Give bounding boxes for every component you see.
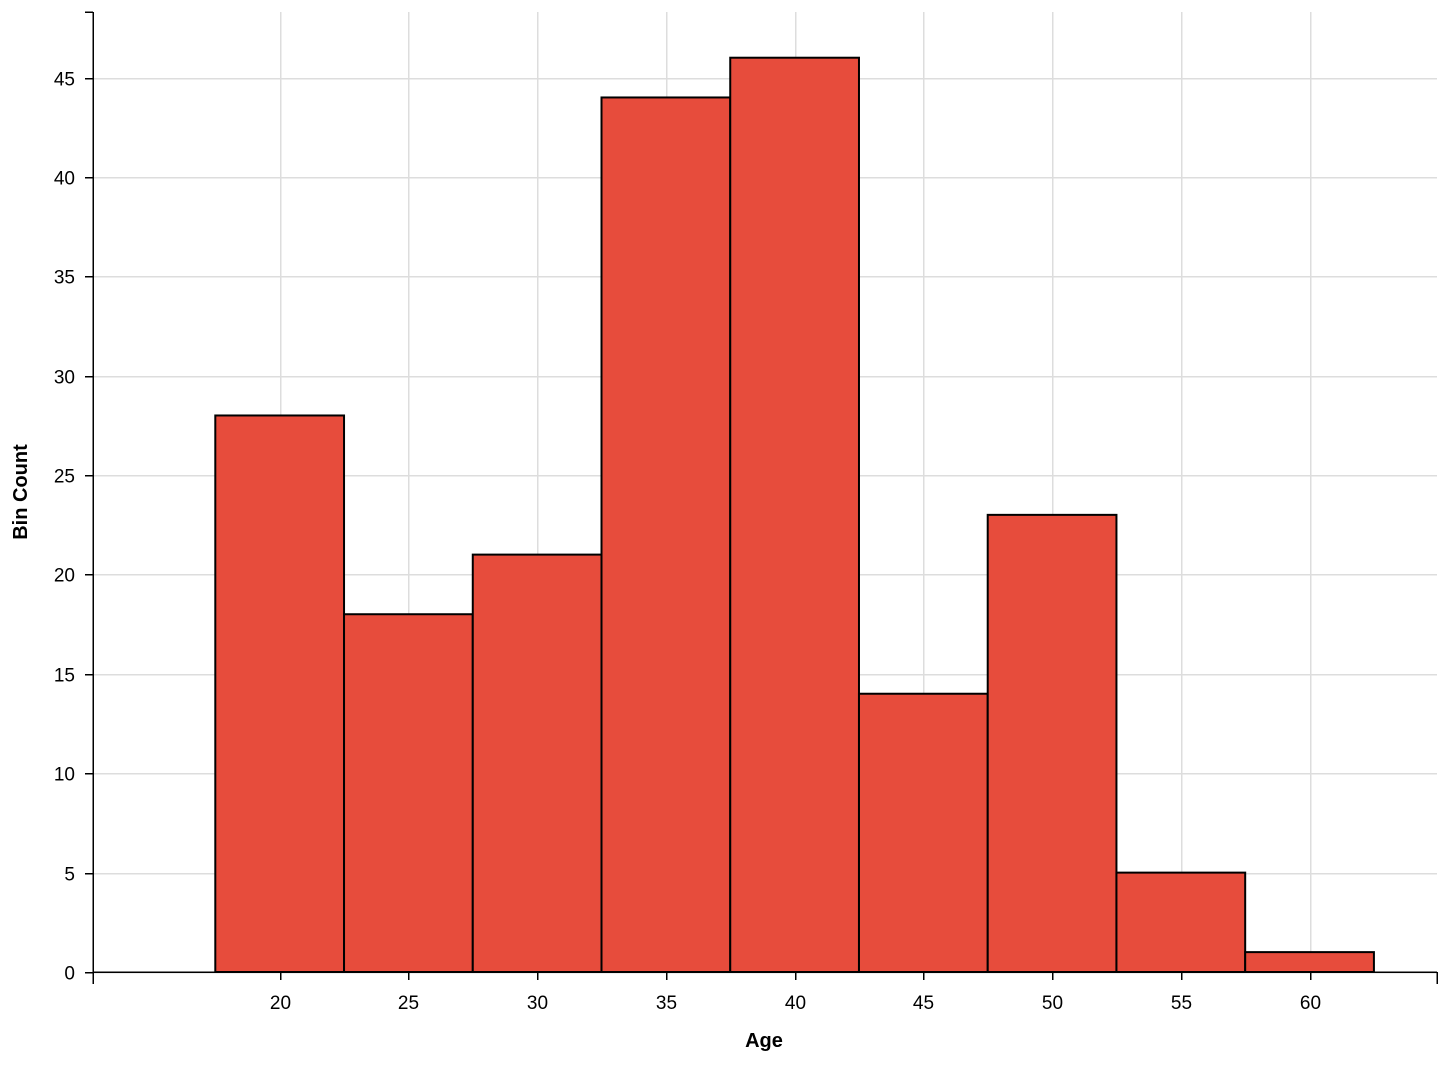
x-axis-title: Age <box>745 1030 783 1052</box>
histogram-bar <box>600 96 732 974</box>
y-tick-label: 40 <box>54 169 75 190</box>
x-tick-label: 25 <box>398 993 419 1014</box>
x-tick-label: 60 <box>1300 993 1321 1014</box>
x-tick-label: 35 <box>656 993 677 1014</box>
histogram-bar <box>729 56 860 973</box>
y-tick-label: 35 <box>54 268 75 289</box>
y-tick-label: 0 <box>64 964 75 985</box>
histogram-bars <box>214 56 1375 974</box>
y-tick-label: 30 <box>54 368 75 389</box>
y-axis-title: Bin Count <box>10 444 32 540</box>
histogram-bar <box>857 692 989 973</box>
histogram-bar <box>471 553 603 973</box>
x-tick-label: 40 <box>785 993 806 1014</box>
y-tick-label: 5 <box>64 865 75 886</box>
x-tick-label: 50 <box>1042 993 1063 1014</box>
histogram-bar <box>1115 871 1247 973</box>
y-tick-label: 15 <box>54 666 75 687</box>
histogram-bar <box>343 613 474 973</box>
y-tick-label: 45 <box>54 70 75 91</box>
x-tick-label: 45 <box>913 993 934 1014</box>
axes: 20 25 30 35 40 45 50 55 60 0 5 10 15 20 25 30 35 40 45 <box>54 11 1438 1014</box>
histogram-bar <box>214 414 346 973</box>
x-tick-label: 20 <box>270 993 291 1014</box>
y-tick-label: 25 <box>54 467 75 488</box>
x-tick-label: 30 <box>527 993 548 1014</box>
histogram-bar <box>1244 951 1375 973</box>
y-tick-label: 20 <box>54 566 75 587</box>
x-tick-label: 55 <box>1171 993 1192 1014</box>
histogram-bar <box>986 513 1118 973</box>
y-tick-label: 10 <box>54 765 75 786</box>
